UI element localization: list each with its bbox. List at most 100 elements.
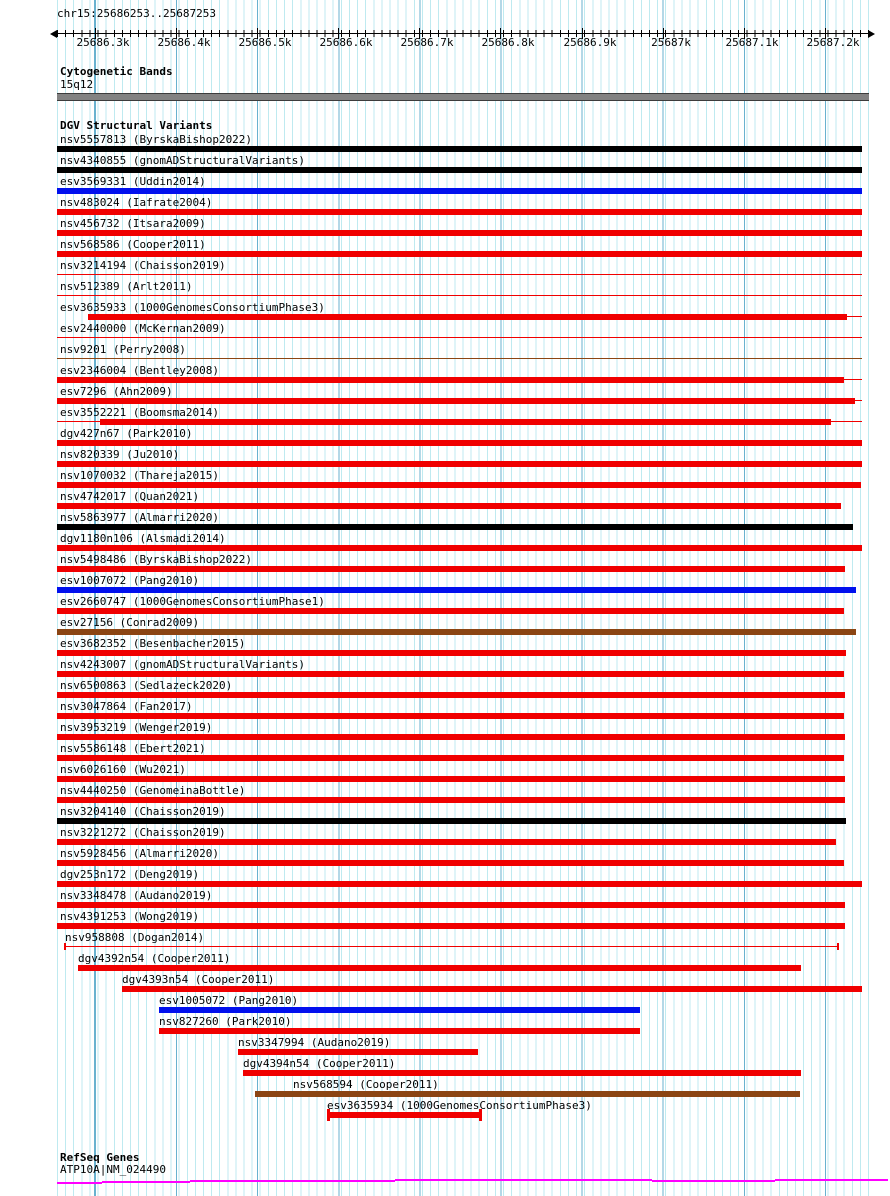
variant-label[interactable]: nsv4440250 (GenomeinaBottle) <box>60 784 246 797</box>
variant-bar-segment[interactable] <box>64 946 839 947</box>
variant-label[interactable]: nsv3221272 (Chaisson2019) <box>60 826 226 839</box>
variant-bar-segment[interactable] <box>57 274 862 275</box>
variant-bar-segment[interactable] <box>57 167 862 173</box>
variant-bar-segment[interactable] <box>57 524 853 530</box>
variant-label[interactable]: nsv568586 (Cooper2011) <box>60 238 206 251</box>
variant-bar-segment[interactable] <box>57 671 844 677</box>
variant-bar-segment[interactable] <box>831 421 862 422</box>
variant-bar-segment[interactable] <box>327 1112 482 1118</box>
variant-bar-segment[interactable] <box>57 839 836 845</box>
variant-label[interactable]: nsv4243007 (gnomADStructuralVariants) <box>60 658 306 671</box>
variant-label[interactable]: esv3569331 (Uddin2014) <box>60 175 206 188</box>
variant-label[interactable]: nsv6026160 (Wu2021) <box>60 763 186 776</box>
variant-label[interactable]: nsv3204140 (Chaisson2019) <box>60 805 226 818</box>
variant-label[interactable]: esv3552221 (Boomsma2014) <box>60 406 219 419</box>
variant-bar-segment[interactable] <box>243 1070 801 1076</box>
variant-label[interactable]: nsv1070032 (Thareja2015) <box>60 469 219 482</box>
cytoband-bar[interactable] <box>57 93 869 101</box>
variant-label[interactable]: nsv3347994 (Audano2019) <box>238 1036 391 1049</box>
variant-label[interactable]: nsv820339 (Ju2010) <box>60 448 180 461</box>
gene-line-segment[interactable] <box>775 1179 888 1181</box>
variant-bar-segment[interactable] <box>844 379 862 380</box>
variant-label[interactable]: dgv4392n54 (Cooper2011) <box>78 952 231 965</box>
variant-label[interactable]: nsv512389 (Arlt2011) <box>60 280 193 293</box>
variant-bar-segment[interactable] <box>57 482 861 488</box>
variant-bar-segment[interactable] <box>57 146 862 152</box>
variant-label[interactable]: esv1007072 (Pang2010) <box>60 574 200 587</box>
variant-bar-segment[interactable] <box>57 629 856 635</box>
variant-bar-segment[interactable] <box>57 251 862 257</box>
variant-bar-segment[interactable] <box>855 400 862 401</box>
variant-label[interactable]: nsv9201 (Perry2008) <box>60 343 186 356</box>
variant-label[interactable]: dgv4393n54 (Cooper2011) <box>122 973 275 986</box>
variant-label[interactable]: esv3635933 (1000GenomesConsortiumPhase3) <box>60 301 325 314</box>
variant-label[interactable]: dgv1180n106 (Alsmadi2014) <box>60 532 226 545</box>
variant-bar-segment[interactable] <box>159 1028 640 1034</box>
variant-label[interactable]: nsv3214194 (Chaisson2019) <box>60 259 226 272</box>
variant-label[interactable]: dgv4394n54 (Cooper2011) <box>243 1057 396 1070</box>
variant-bar-segment[interactable] <box>57 923 845 929</box>
gene-line-segment[interactable] <box>652 1180 775 1182</box>
variant-label[interactable]: nsv5586148 (Ebert2021) <box>60 742 206 755</box>
variant-bar-segment[interactable] <box>57 461 862 467</box>
variant-label[interactable]: nsv3953219 (Wenger2019) <box>60 721 213 734</box>
variant-label[interactable]: nsv958808 (Dogan2014) <box>65 931 205 944</box>
variant-label[interactable]: dgv427n67 (Park2010) <box>60 427 193 440</box>
variant-label[interactable]: nsv483024 (Iafrate2004) <box>60 196 213 209</box>
variant-label[interactable]: esv27156 (Conrad2009) <box>60 616 200 629</box>
variant-bar-segment[interactable] <box>57 776 845 782</box>
variant-label[interactable]: dgv253n172 (Deng2019) <box>60 868 200 881</box>
variant-bar-segment[interactable] <box>57 566 845 572</box>
gene-line-segment[interactable] <box>395 1179 652 1181</box>
gene-line-segment[interactable] <box>102 1181 190 1183</box>
variant-label[interactable]: esv2660747 (1000GenomesConsortiumPhase1) <box>60 595 325 608</box>
variant-bar-segment[interactable] <box>57 421 100 422</box>
variant-bar-segment[interactable] <box>57 755 844 761</box>
variant-bar-segment[interactable] <box>122 986 862 992</box>
variant-bar-segment[interactable] <box>57 734 845 740</box>
variant-label[interactable]: esv2346004 (Bentley2008) <box>60 364 219 377</box>
variant-label[interactable]: esv3635934 (1000GenomesConsortiumPhase3) <box>327 1099 592 1112</box>
variant-bar-segment[interactable] <box>57 503 841 509</box>
variant-bar-segment[interactable] <box>159 1007 640 1013</box>
variant-bar-segment[interactable] <box>57 587 856 593</box>
variant-bar-segment[interactable] <box>57 713 844 719</box>
variant-bar-segment[interactable] <box>57 358 862 359</box>
variant-bar-segment[interactable] <box>57 818 846 824</box>
variant-label[interactable]: nsv6500863 (Sedlazeck2020) <box>60 679 233 692</box>
variant-bar-segment[interactable] <box>57 295 862 296</box>
variant-bar-segment[interactable] <box>78 965 801 971</box>
variant-bar-segment[interactable] <box>57 209 862 215</box>
variant-bar-segment[interactable] <box>57 440 862 446</box>
variant-label[interactable]: nsv5863977 (Almarri2020) <box>60 511 219 524</box>
variant-bar-segment[interactable] <box>57 377 844 383</box>
variant-label[interactable]: nsv568594 (Cooper2011) <box>293 1078 439 1091</box>
variant-label[interactable]: nsv3047864 (Fan2017) <box>60 700 193 713</box>
variant-label[interactable]: nsv5928456 (Almarri2020) <box>60 847 219 860</box>
variant-bar-segment[interactable] <box>57 608 844 614</box>
variant-label[interactable]: nsv4742017 (Quan2021) <box>60 490 200 503</box>
variant-bar-segment[interactable] <box>57 860 844 866</box>
variant-bar-segment[interactable] <box>57 230 862 236</box>
variant-label[interactable]: nsv4340855 (gnomADStructuralVariants) <box>60 154 306 167</box>
variant-bar-segment[interactable] <box>57 902 845 908</box>
variant-label[interactable]: nsv4391253 (Wong2019) <box>60 910 200 923</box>
gene-line-segment[interactable] <box>190 1180 395 1182</box>
variant-label[interactable]: nsv827260 (Park2010) <box>159 1015 292 1028</box>
variant-label[interactable]: esv7296 (Ahn2009) <box>60 385 173 398</box>
variant-label[interactable]: nsv5498486 (ByrskaBishop2022) <box>60 553 253 566</box>
variant-label[interactable]: nsv5557813 (ByrskaBishop2022) <box>60 133 253 146</box>
variant-bar-segment[interactable] <box>57 398 855 404</box>
variant-label[interactable]: esv3682352 (Besenbacher2015) <box>60 637 246 650</box>
variant-label[interactable]: nsv3348478 (Audano2019) <box>60 889 213 902</box>
variant-bar-segment[interactable] <box>57 337 862 338</box>
variant-bar-segment[interactable] <box>255 1091 800 1097</box>
variant-label[interactable]: nsv456732 (Itsara2009) <box>60 217 206 230</box>
variant-bar-segment[interactable] <box>847 316 862 317</box>
variant-bar-segment[interactable] <box>238 1049 478 1055</box>
variant-bar-segment[interactable] <box>57 188 862 194</box>
variant-bar-segment[interactable] <box>88 314 847 320</box>
variant-bar-segment[interactable] <box>100 419 831 425</box>
variant-label[interactable]: esv2440000 (McKernan2009) <box>60 322 226 335</box>
variant-label[interactable]: esv1005072 (Pang2010) <box>159 994 299 1007</box>
